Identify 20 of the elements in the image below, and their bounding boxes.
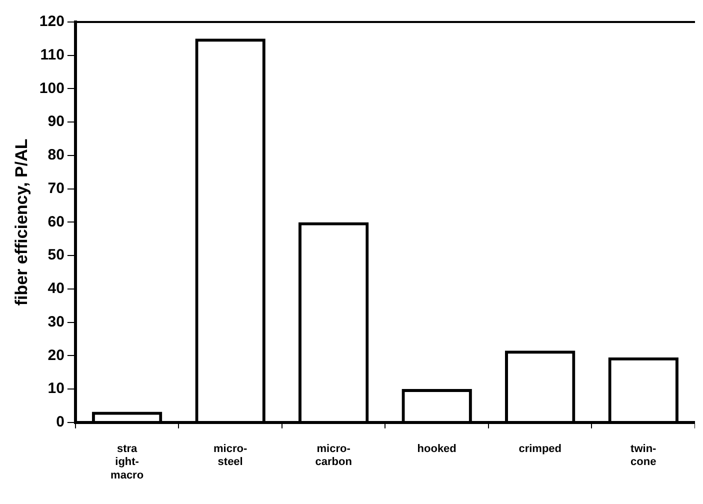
y-tick-label: 70 xyxy=(48,180,64,197)
x-tick-label: stra ight- macro xyxy=(110,443,144,482)
x-tick-label: hooked xyxy=(417,443,456,456)
y-tick-label: 40 xyxy=(48,280,64,298)
y-tick-label: 10 xyxy=(48,380,64,398)
x-tick-label: crimped xyxy=(518,443,562,456)
y-tick-label: 60 xyxy=(48,213,64,230)
y-tick-label: 0 xyxy=(56,414,64,431)
x-tick-label: micro- carbon xyxy=(315,443,352,468)
x-tick-label: twin- cone xyxy=(630,443,657,468)
y-tick-label: 80 xyxy=(48,146,64,164)
y-tick-label: 110 xyxy=(40,46,64,64)
y-tick-label: 20 xyxy=(48,346,64,364)
y-tick-label: 100 xyxy=(39,80,64,97)
x-tick-label: micro- steel xyxy=(214,443,248,468)
y-tick-label: 120 xyxy=(39,13,64,30)
y-axis-title: fiber efficiency, P/AL xyxy=(12,138,31,306)
y-tick-label: 30 xyxy=(48,313,64,330)
y-tick-label: 50 xyxy=(48,246,64,264)
y-tick-label: 90 xyxy=(48,113,64,130)
